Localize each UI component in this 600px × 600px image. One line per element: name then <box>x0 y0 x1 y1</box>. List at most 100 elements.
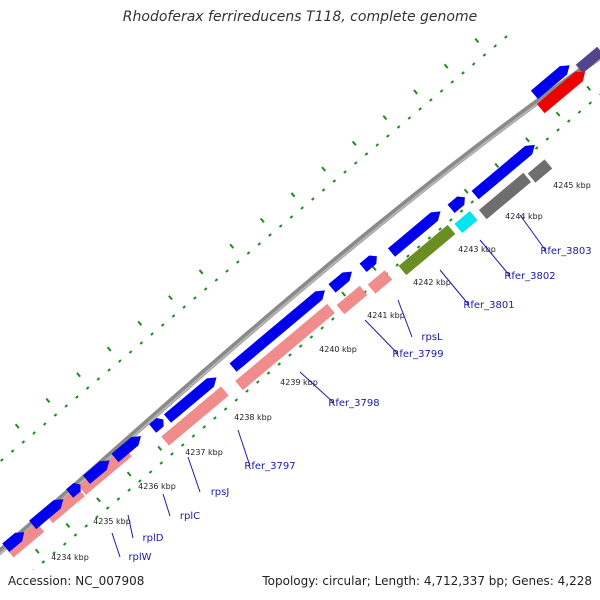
tick-mark <box>555 111 561 117</box>
track-dot <box>203 287 208 291</box>
gene-block <box>478 172 532 220</box>
tick-mark <box>506 13 509 17</box>
track-dot <box>266 371 271 375</box>
gene-arrow <box>149 417 164 433</box>
gene-fwd-13 <box>471 144 535 200</box>
track-dot <box>257 242 262 246</box>
kbp-label: 4242 kbp <box>413 278 451 287</box>
gene-arrow <box>530 65 570 99</box>
gene-block <box>575 46 600 74</box>
tick-mark <box>525 137 530 143</box>
track-dot <box>202 425 206 429</box>
kbp-label: 4245 kbp <box>553 181 591 190</box>
track-dot <box>234 398 239 402</box>
kbp-label: 4240 kbp <box>319 345 357 354</box>
tick-mark <box>14 423 20 429</box>
tick-mark <box>198 269 204 275</box>
track-dot <box>84 524 89 528</box>
inner-tick-marks <box>34 85 592 554</box>
track-dot <box>331 317 335 321</box>
track-dot <box>277 362 282 366</box>
track-dot <box>170 452 174 456</box>
track-dot <box>375 143 379 147</box>
gene-purple <box>575 46 600 74</box>
tick-mark <box>463 188 469 194</box>
track-dot <box>214 278 219 282</box>
gene-arrow <box>447 196 465 213</box>
track-dot <box>191 434 196 438</box>
track-dot <box>118 359 122 363</box>
gene-arrow <box>66 482 81 498</box>
gene-labels: rplW rplD rplC rpsJ Rfer_3797 Rfer_3798 Rfer_3… <box>111 214 592 563</box>
track-dot <box>225 269 229 273</box>
track-dot <box>85 386 90 390</box>
track-dot <box>588 101 593 105</box>
track-dot <box>493 44 497 48</box>
track-dot <box>139 341 144 345</box>
kbp-label: 4236 kbp <box>138 482 176 491</box>
tick-mark <box>586 85 592 91</box>
gene-label: rplC <box>180 511 200 522</box>
tick-mark <box>413 89 418 95</box>
gene-block <box>454 210 478 234</box>
tick-mark <box>229 243 235 249</box>
track-dot <box>471 62 476 66</box>
gene-rpsL <box>398 224 456 276</box>
tick-mark <box>76 372 81 378</box>
tick-mark <box>341 291 347 297</box>
map-title: Rhodoferax ferrireducens T118, complete … <box>122 9 478 25</box>
gene-label: rpsJ <box>211 487 230 498</box>
track-dot <box>566 119 571 123</box>
track-dot <box>438 227 442 231</box>
track-dot <box>96 377 101 381</box>
track-dot <box>160 323 165 327</box>
track-dot <box>127 488 131 492</box>
track-dot <box>548 0 550 2</box>
track-dot <box>278 224 283 228</box>
track-dot <box>223 407 228 411</box>
leader-line <box>364 319 399 355</box>
gene-block <box>5 522 45 558</box>
track-dot <box>52 551 56 555</box>
tick-mark <box>65 522 71 529</box>
track-dot <box>459 209 464 213</box>
track-dot <box>429 98 433 102</box>
tick-mark <box>382 115 388 121</box>
track-dot <box>289 215 294 219</box>
gene-label: rplW <box>128 552 151 563</box>
tick-mark <box>443 63 449 69</box>
gene-Rfer_3799 <box>367 270 393 294</box>
track-dot <box>332 179 337 183</box>
tick-mark <box>474 37 480 44</box>
gene-arrow <box>328 271 352 293</box>
track-dot <box>62 542 67 546</box>
track-dot <box>268 233 272 237</box>
track-dot <box>21 440 26 444</box>
track-dot <box>407 116 412 120</box>
track-dot <box>32 569 34 570</box>
track-dot <box>32 431 36 435</box>
gene-label: Rfer_3802 <box>504 271 555 282</box>
track-dot <box>193 296 197 300</box>
tick-mark <box>34 548 40 554</box>
track-dot <box>116 497 121 501</box>
track-dot <box>128 350 133 354</box>
gene-block <box>336 285 368 315</box>
track-dot <box>64 404 69 408</box>
gene-fwd-4 <box>82 460 110 484</box>
track-dot <box>298 344 303 348</box>
gene-arrow <box>471 144 535 200</box>
track-dot <box>320 326 324 330</box>
gene-fwd-6 <box>149 417 164 433</box>
gene-Rfer_3803 <box>527 159 553 183</box>
gene-arrow <box>82 460 110 484</box>
leader-line <box>479 239 511 277</box>
track-dot <box>395 263 399 267</box>
gene-block <box>398 224 456 276</box>
tick-mark <box>157 445 163 451</box>
track-dot <box>256 380 260 384</box>
track-dot <box>545 137 550 141</box>
gene-Rfer_3802 <box>478 172 532 220</box>
kbp-label: 4237 kbp <box>185 448 223 457</box>
